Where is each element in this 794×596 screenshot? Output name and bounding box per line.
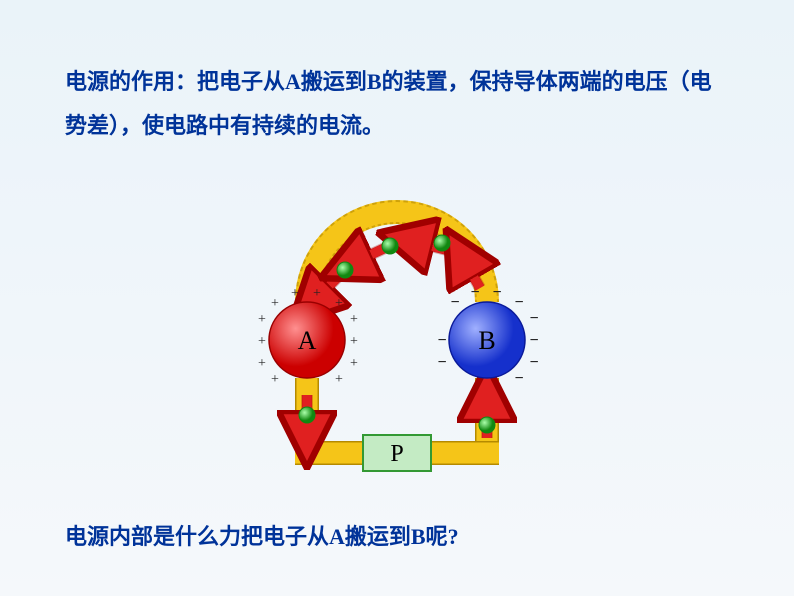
electron [382, 238, 398, 254]
plus-sign: + [271, 372, 279, 387]
node-a-label: A [298, 326, 317, 355]
plus-sign: + [350, 312, 358, 327]
minus-sign: − [450, 294, 459, 311]
minus-sign: − [514, 370, 523, 387]
plus-sign: + [350, 334, 358, 349]
electron [299, 407, 315, 423]
plus-sign: + [335, 372, 343, 387]
plus-sign: + [313, 286, 321, 301]
plus-sign: + [350, 356, 358, 371]
p-box-label: P [390, 441, 403, 467]
minus-sign: − [437, 354, 446, 371]
minus-sign: − [492, 284, 501, 301]
plus-sign: + [291, 286, 299, 301]
minus-sign: − [529, 354, 538, 371]
circuit-diagram: ABP++++++++++++−−−−−−−−−− [177, 170, 617, 490]
plus-sign: + [271, 296, 279, 311]
minus-sign: − [529, 310, 538, 327]
minus-sign: − [514, 294, 523, 311]
minus-sign: − [437, 332, 446, 349]
node-b-label: B [478, 326, 495, 355]
bottom-question: 电源内部是什么力把电子从A搬运到B呢? [65, 519, 459, 551]
top-paragraph: 电源的作用：把电子从A搬运到B的装置，保持导体两端的电压（电势差），使电路中有持… [65, 60, 729, 148]
plus-sign: + [335, 296, 343, 311]
minus-sign: − [470, 284, 479, 301]
electron [479, 417, 495, 433]
electron [434, 235, 450, 251]
electron [337, 262, 353, 278]
minus-sign: − [529, 332, 538, 349]
plus-sign: + [258, 312, 266, 327]
plus-sign: + [258, 334, 266, 349]
plus-sign: + [258, 356, 266, 371]
